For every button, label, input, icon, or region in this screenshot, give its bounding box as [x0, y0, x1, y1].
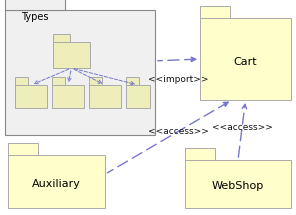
Text: Auxiliary: Auxiliary [32, 179, 81, 189]
Bar [53, 34, 70, 42]
Bar [52, 77, 65, 85]
Bar [52, 85, 84, 108]
Text: WebShop: WebShop [212, 181, 264, 191]
Bar [53, 42, 90, 68]
Text: <<access>>: <<access>> [148, 127, 208, 137]
Text: Types: Types [21, 12, 49, 22]
Bar [8, 143, 38, 155]
Bar [200, 6, 230, 18]
Bar [185, 148, 215, 160]
Bar [185, 160, 291, 208]
Bar [15, 85, 47, 108]
Bar [200, 18, 291, 100]
Bar [8, 155, 105, 208]
Bar [126, 85, 150, 108]
Bar [89, 77, 102, 85]
Text: <<import>>: <<import>> [148, 75, 208, 84]
Bar [5, 0, 65, 10]
Bar [126, 77, 139, 85]
Bar [5, 10, 155, 135]
Text: <<access>>: <<access>> [212, 123, 272, 132]
Bar [15, 77, 28, 85]
Bar [89, 85, 121, 108]
Text: Cart: Cart [233, 57, 257, 67]
